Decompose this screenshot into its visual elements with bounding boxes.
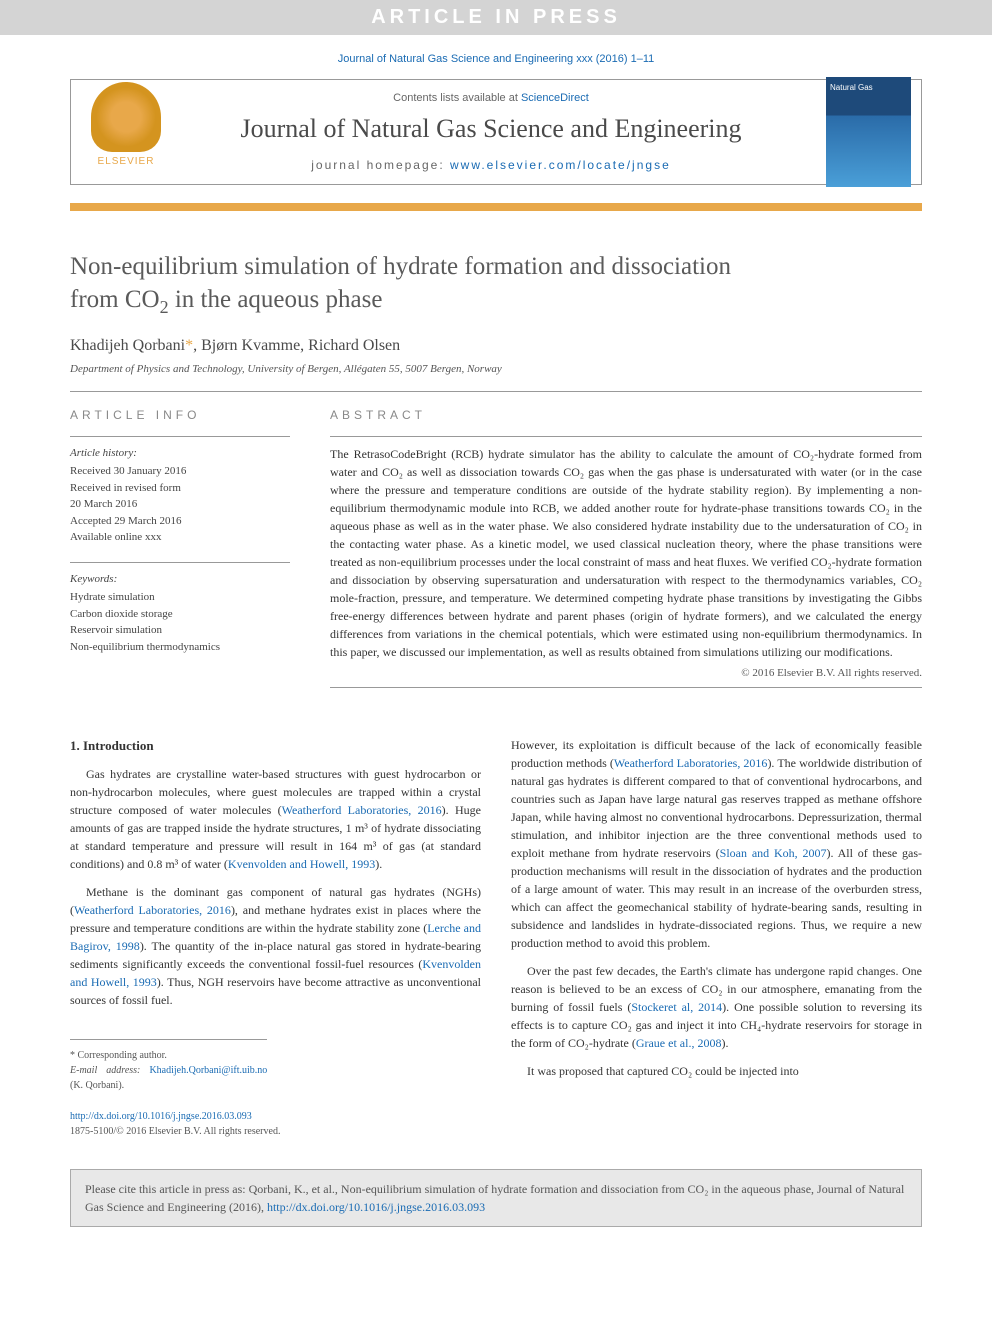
- citation-link[interactable]: Weatherford Laboratories, 2016: [614, 756, 768, 770]
- journal-header-box: ELSEVIER Natural Gas Contents lists avai…: [70, 79, 922, 185]
- citation-link[interactable]: Weatherford Laboratories, 2016: [74, 903, 231, 917]
- email-line: E-mail address: Khadijeh.Qorbani@ift.uib…: [70, 1063, 267, 1093]
- title-line2-post: in the aqueous phase: [169, 286, 383, 313]
- body-paragraph: However, its exploitation is difficult b…: [511, 736, 922, 952]
- article-title: Non-equilibrium simulation of hydrate fo…: [70, 251, 922, 319]
- body-paragraph: Over the past few decades, the Earth's c…: [511, 962, 922, 1052]
- cite-doi-link[interactable]: http://dx.doi.org/10.1016/j.jngse.2016.0…: [267, 1200, 485, 1214]
- homepage-link[interactable]: www.elsevier.com/locate/jngse: [450, 158, 671, 172]
- citation-link[interactable]: Kvenvolden and Howell, 1993: [228, 857, 375, 871]
- abstract-label: ABSTRACT: [330, 408, 922, 422]
- history-item: Received 30 January 2016: [70, 463, 290, 480]
- body-paragraph: Gas hydrates are crystalline water-based…: [70, 765, 481, 873]
- contents-prefix: Contents lists available at: [393, 92, 521, 104]
- keyword-item: Carbon dioxide storage: [70, 606, 290, 623]
- elsevier-tree-icon: [91, 82, 161, 152]
- citation-link[interactable]: Stockeret al, 2014: [631, 1000, 722, 1014]
- elsevier-logo: ELSEVIER: [81, 82, 171, 182]
- keyword-item: Non-equilibrium thermodynamics: [70, 639, 290, 656]
- text-span: ).: [721, 1036, 728, 1050]
- homepage-prefix: journal homepage:: [311, 158, 450, 172]
- citation-link[interactable]: Sloan and Koh, 2007: [720, 846, 827, 860]
- history-item: Accepted 29 March 2016: [70, 513, 290, 530]
- abstract-text: The RetrasoCodeBright (RCB) hydrate simu…: [330, 445, 922, 661]
- title-subscript: 2: [160, 297, 169, 317]
- contents-line: Contents lists available at ScienceDirec…: [191, 92, 791, 104]
- publisher-name: ELSEVIER: [81, 156, 171, 167]
- corresponding-mark-icon: *: [185, 337, 193, 354]
- accent-bar: [70, 203, 922, 211]
- citation-link[interactable]: Weatherford Laboratories, 2016: [282, 803, 442, 817]
- article-info-column: ARTICLE INFO Article history: Received 3…: [70, 408, 290, 696]
- cite-article-box: Please cite this article in press as: Qo…: [70, 1169, 922, 1227]
- email-suffix: (K. Qorbani).: [70, 1080, 124, 1091]
- body-paragraph: Methane is the dominant gas component of…: [70, 883, 481, 1009]
- history-title: Article history:: [70, 445, 290, 462]
- abstract-copyright: © 2016 Elsevier B.V. All rights reserved…: [330, 667, 922, 679]
- text-span: ).: [375, 857, 382, 871]
- doi-block: http://dx.doi.org/10.1016/j.jngse.2016.0…: [70, 1109, 481, 1139]
- text-span: ). The worldwide distribution of natural…: [511, 756, 922, 860]
- abstract-column: ABSTRACT The RetrasoCodeBright (RCB) hyd…: [330, 408, 922, 696]
- homepage-line: journal homepage: www.elsevier.com/locat…: [191, 158, 791, 172]
- divider: [70, 436, 290, 437]
- page: ARTICLE IN PRESS Journal of Natural Gas …: [0, 0, 992, 1227]
- journal-cover-thumbnail: Natural Gas: [826, 77, 911, 187]
- sciencedirect-link[interactable]: ScienceDirect: [521, 92, 589, 104]
- author-1: Khadijeh Qorbani: [70, 337, 185, 354]
- history-item: 20 March 2016: [70, 496, 290, 513]
- body-columns: 1. Introduction Gas hydrates are crystal…: [70, 736, 922, 1140]
- info-label: ARTICLE INFO: [70, 408, 290, 422]
- keyword-item: Reservoir simulation: [70, 622, 290, 639]
- author-2: Bjørn Kvamme: [201, 337, 300, 354]
- divider: [70, 391, 922, 392]
- doi-link[interactable]: http://dx.doi.org/10.1016/j.jngse.2016.0…: [70, 1111, 252, 1122]
- citation-link[interactable]: Graue et al., 2008: [636, 1036, 722, 1050]
- history-item: Available online xxx: [70, 529, 290, 546]
- text-span: ). All of these gas-production mechanism…: [511, 846, 922, 950]
- divider: [330, 436, 922, 437]
- email-link[interactable]: Khadijeh.Qorbani@ift.uib.no: [149, 1065, 267, 1076]
- citation-header: Journal of Natural Gas Science and Engin…: [0, 35, 992, 79]
- email-label: E-mail address:: [70, 1065, 149, 1076]
- cover-title: Natural Gas: [826, 77, 911, 98]
- keywords-title: Keywords:: [70, 571, 290, 588]
- cite-text: Please cite this article in press as: Qo…: [85, 1182, 904, 1214]
- authors-line: Khadijeh Qorbani*, Bjørn Kvamme, Richard…: [70, 337, 922, 355]
- keyword-item: Hydrate simulation: [70, 589, 290, 606]
- affiliation: Department of Physics and Technology, Un…: [70, 363, 922, 375]
- divider: [330, 687, 922, 688]
- issn-line: 1875-5100/© 2016 Elsevier B.V. All right…: [70, 1124, 481, 1139]
- author-3: Richard Olsen: [308, 337, 400, 354]
- history-block: Article history: Received 30 January 201…: [70, 445, 290, 546]
- title-line1: Non-equilibrium simulation of hydrate fo…: [70, 253, 731, 280]
- title-line2-pre: from CO: [70, 286, 160, 313]
- section-heading: 1. Introduction: [70, 736, 481, 756]
- body-column-right: However, its exploitation is difficult b…: [511, 736, 922, 1140]
- keywords-block: Keywords: Hydrate simulation Carbon diox…: [70, 571, 290, 656]
- corresponding-author-note: * Corresponding author.: [70, 1048, 267, 1063]
- article-content: Non-equilibrium simulation of hydrate fo…: [70, 211, 922, 1139]
- press-banner: ARTICLE IN PRESS: [0, 0, 992, 35]
- body-paragraph: It was proposed that captured CO₂ could …: [511, 1062, 922, 1080]
- footnotes: * Corresponding author. E-mail address: …: [70, 1039, 267, 1093]
- info-abstract-row: ARTICLE INFO Article history: Received 3…: [70, 408, 922, 696]
- divider: [70, 562, 290, 563]
- history-item: Received in revised form: [70, 480, 290, 497]
- body-column-left: 1. Introduction Gas hydrates are crystal…: [70, 736, 481, 1140]
- journal-name: Journal of Natural Gas Science and Engin…: [191, 114, 791, 144]
